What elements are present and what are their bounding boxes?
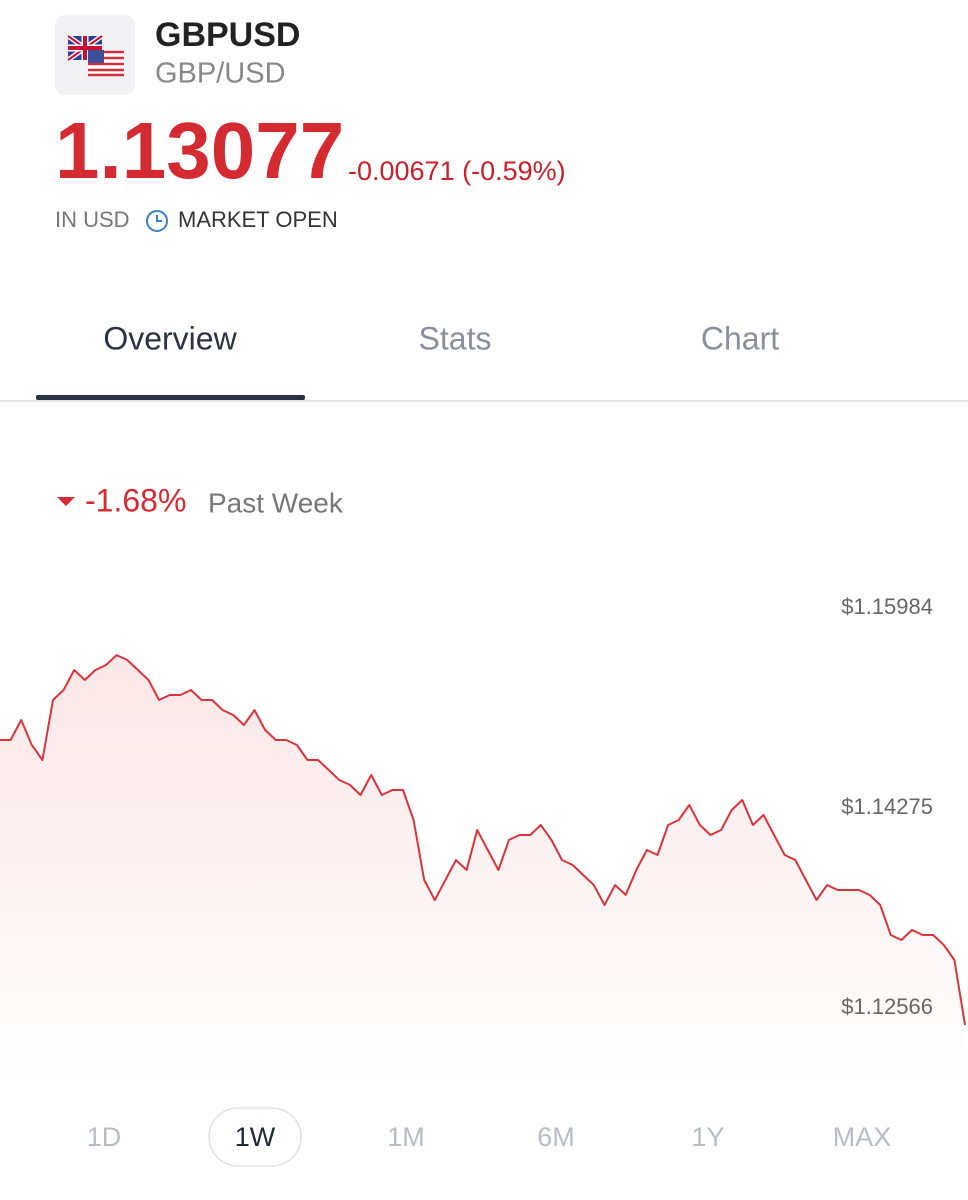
y-tick-label: $1.14275	[841, 794, 933, 819]
price-change: -0.00671 (-0.59%)	[348, 156, 566, 186]
range-button[interactable]: 1W	[235, 1122, 276, 1152]
symbol: GBPUSD	[155, 16, 300, 54]
range-pill	[208, 1107, 302, 1167]
range-selector: 1D 1W 1M 6M 1Y MAX	[87, 1107, 892, 1167]
down-indicator	[57, 497, 75, 506]
clock-icon	[146, 210, 168, 232]
market-status: MARKET OPEN	[178, 207, 338, 232]
period-change: -1.68%	[85, 482, 186, 518]
tab-underline	[36, 395, 305, 400]
price-line	[0, 654, 966, 1026]
y-tick-label: $1.15984	[841, 594, 933, 619]
period-label: Past Week	[208, 487, 344, 518]
currency-note: IN USD	[55, 207, 130, 232]
range-button[interactable]: 1M	[387, 1122, 425, 1152]
tab[interactable]: Chart	[701, 320, 779, 356]
tab[interactable]: Stats	[419, 320, 492, 356]
pair: GBP/USD	[155, 58, 286, 90]
asset-icon	[55, 15, 135, 95]
range-button[interactable]: 1Y	[691, 1122, 724, 1152]
price-area	[0, 655, 965, 1090]
tab-bar: Overview Stats Chart	[36, 320, 779, 400]
range-button[interactable]: 6M	[537, 1122, 575, 1152]
tab[interactable]: Overview	[103, 320, 237, 356]
price: 1.13077	[55, 106, 344, 195]
price-chart: $1.15984$1.14275$1.12566	[0, 594, 966, 1090]
range-button[interactable]: MAX	[833, 1122, 892, 1152]
range-button[interactable]: 1D	[87, 1122, 122, 1152]
